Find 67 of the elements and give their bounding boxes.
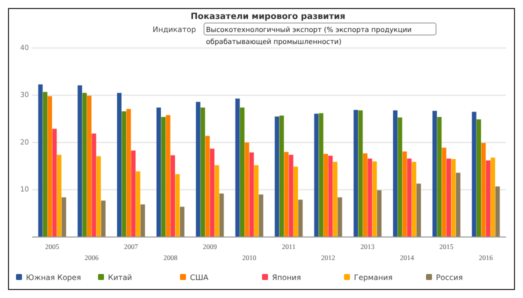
bar bbox=[140, 204, 145, 237]
bar bbox=[131, 150, 136, 237]
bar bbox=[402, 151, 407, 237]
bar bbox=[175, 174, 180, 237]
bar bbox=[442, 148, 446, 237]
bar bbox=[456, 172, 460, 237]
bar bbox=[486, 160, 490, 237]
bar bbox=[338, 197, 342, 237]
bar bbox=[446, 158, 451, 237]
bar bbox=[490, 158, 496, 237]
bar bbox=[240, 108, 244, 237]
bar bbox=[324, 154, 328, 237]
bar bbox=[279, 116, 284, 237]
bar bbox=[358, 110, 363, 237]
bar bbox=[210, 148, 214, 237]
bar bbox=[249, 152, 254, 237]
bar bbox=[318, 113, 324, 237]
bar bbox=[495, 186, 500, 237]
bar bbox=[196, 102, 200, 237]
bar bbox=[214, 165, 220, 237]
bar bbox=[284, 152, 289, 237]
bar bbox=[398, 117, 402, 237]
bar bbox=[62, 197, 66, 237]
bar bbox=[288, 154, 294, 237]
bar bbox=[432, 110, 437, 237]
bar bbox=[294, 166, 298, 237]
chart-title: Показатели мирового развития bbox=[190, 12, 346, 22]
bar bbox=[354, 110, 358, 237]
bar bbox=[122, 111, 126, 237]
bar bbox=[170, 155, 176, 237]
bar bbox=[219, 194, 224, 237]
bar bbox=[412, 162, 416, 237]
bar bbox=[332, 162, 338, 237]
bar bbox=[42, 92, 48, 237]
bar bbox=[136, 171, 140, 237]
bar bbox=[393, 110, 398, 237]
bar bbox=[416, 184, 421, 237]
bar bbox=[87, 96, 92, 237]
bar bbox=[377, 190, 382, 237]
bar bbox=[314, 114, 319, 237]
bar bbox=[92, 134, 96, 237]
bar bbox=[156, 108, 161, 237]
bar bbox=[38, 84, 43, 237]
bar bbox=[244, 142, 250, 237]
bar bbox=[362, 153, 368, 237]
bar bbox=[372, 161, 377, 237]
bar bbox=[82, 92, 87, 237]
bar bbox=[298, 200, 303, 237]
bar bbox=[180, 206, 184, 237]
bar bbox=[476, 119, 482, 237]
bar bbox=[56, 154, 62, 237]
bar bbox=[254, 165, 259, 237]
bar bbox=[472, 112, 476, 237]
bar bbox=[437, 116, 442, 237]
bar bbox=[161, 116, 166, 237]
bar bbox=[126, 108, 131, 237]
bar bbox=[235, 98, 240, 237]
bar bbox=[78, 85, 82, 237]
bar bbox=[166, 115, 170, 237]
bar bbox=[407, 158, 412, 237]
bar bbox=[48, 96, 52, 237]
bar bbox=[117, 92, 122, 237]
bar bbox=[96, 156, 101, 237]
bar bbox=[451, 159, 456, 237]
bar bbox=[101, 200, 106, 237]
bar bbox=[200, 108, 206, 237]
bar bbox=[368, 158, 372, 237]
